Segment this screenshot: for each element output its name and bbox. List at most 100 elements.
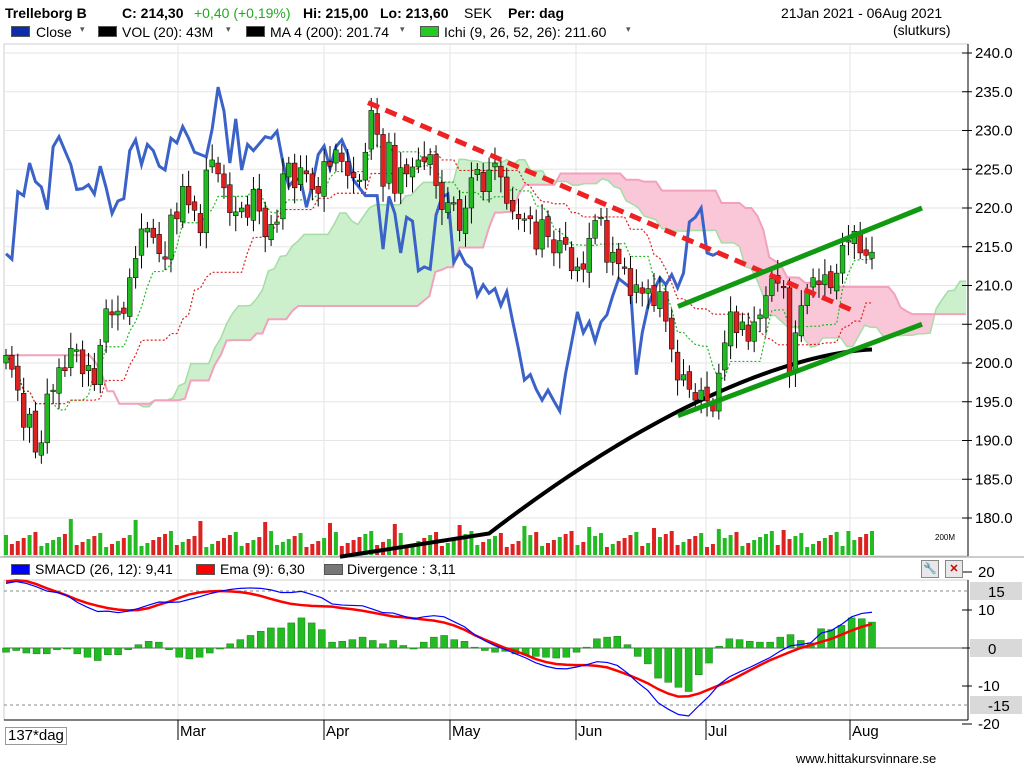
volume-bar xyxy=(540,546,545,555)
divergence-bar xyxy=(155,641,163,649)
volume-legend-label[interactable]: VOL (20): 43M xyxy=(122,24,214,40)
candle-body xyxy=(115,310,121,316)
candle-body xyxy=(362,151,369,181)
chevron-down-icon[interactable]: ▾ xyxy=(626,24,631,34)
volume-bar xyxy=(799,533,804,555)
divergence-legend-label[interactable]: Divergence : 3,11 xyxy=(347,561,456,577)
candle-body xyxy=(74,349,80,352)
wrench-icon[interactable]: 🔧 xyxy=(921,560,939,578)
senkou-b-line xyxy=(6,172,966,405)
divergence-bar xyxy=(165,647,173,650)
candle-body xyxy=(215,162,221,175)
candle-body xyxy=(686,371,693,390)
price-tick-label: 205.0 xyxy=(975,316,1013,333)
ichimoku-legend-label[interactable]: Ichi (9, 26, 52, 26): 211.60 xyxy=(444,24,607,40)
cloud-segment xyxy=(309,234,317,307)
volume-bar xyxy=(192,536,197,555)
volume-bar xyxy=(681,542,686,555)
candle-body xyxy=(627,268,634,296)
cloud-segment xyxy=(196,363,204,381)
candle-body xyxy=(604,220,610,263)
candle-body xyxy=(568,247,575,272)
volume-bar xyxy=(622,538,627,555)
cloud-segment xyxy=(691,190,698,231)
candle-body xyxy=(180,186,186,223)
volume-bar xyxy=(569,531,574,555)
cloud-segment xyxy=(315,234,323,307)
candle-body xyxy=(769,278,775,296)
divergence-bar xyxy=(868,621,876,649)
close-legend-label[interactable]: Close xyxy=(36,24,72,40)
candle-body xyxy=(834,272,840,292)
volume-bar xyxy=(345,543,350,555)
volume-bar xyxy=(168,531,173,555)
cloud-segment xyxy=(625,179,633,205)
price-tick-label: 215.0 xyxy=(975,239,1013,256)
volume-bar xyxy=(45,543,50,555)
candle-body xyxy=(816,280,822,285)
ticker-name: Trelleborg B xyxy=(5,5,87,21)
volume-bar xyxy=(392,524,397,555)
candle-body xyxy=(174,211,180,220)
volume-bar xyxy=(33,532,38,555)
volume-bar xyxy=(227,535,232,555)
divergence-bar xyxy=(256,631,265,649)
ma-legend-label[interactable]: MA 4 (200): 201.74 xyxy=(270,24,390,40)
candle-body xyxy=(26,413,33,428)
candle-body xyxy=(692,392,698,401)
price-tick-label: 210.0 xyxy=(975,278,1013,295)
divergence-bar xyxy=(307,622,316,649)
cloud-segment xyxy=(303,234,311,307)
candle-body xyxy=(610,251,616,263)
divergence-bar xyxy=(674,647,683,688)
divergence-bar xyxy=(603,636,611,649)
cloud-segment xyxy=(667,190,675,232)
candle-body xyxy=(839,244,846,274)
ema-legend-label[interactable]: Ema (9): 6,30 xyxy=(220,561,305,577)
candle-body xyxy=(32,410,39,453)
volume-bar xyxy=(9,544,14,555)
level-marker-box xyxy=(970,582,1022,600)
volume-bar xyxy=(852,540,857,555)
candle-body xyxy=(657,291,663,310)
price-tick-label: 195.0 xyxy=(975,394,1013,411)
grid-lines xyxy=(4,44,968,720)
candle-body xyxy=(727,311,734,347)
close-icon[interactable]: ✕ xyxy=(945,560,963,578)
chevron-down-icon[interactable]: ▾ xyxy=(80,24,85,34)
chevron-down-icon[interactable]: ▾ xyxy=(400,24,405,34)
volume-bar xyxy=(416,541,421,555)
candle-body xyxy=(309,173,315,190)
divergence-bar xyxy=(12,647,20,651)
candle-body xyxy=(409,166,416,178)
candle-body xyxy=(21,392,27,428)
price-type: (slutkurs) xyxy=(893,22,951,38)
volume-bar xyxy=(604,547,609,555)
volume-bar xyxy=(481,542,486,555)
channel-upper-trendline xyxy=(677,205,923,309)
volume-bar xyxy=(498,533,503,555)
volume-bar xyxy=(386,539,391,555)
cloud-segment xyxy=(822,282,830,339)
cloud-segment xyxy=(339,212,347,307)
candle-body xyxy=(733,311,740,334)
candle-body xyxy=(297,167,304,185)
volume-bar xyxy=(133,520,138,555)
divergence-bar xyxy=(338,641,346,649)
divergence-bar xyxy=(114,647,122,655)
candle-body xyxy=(462,207,469,234)
cloud-segment xyxy=(727,202,734,244)
cloud-segment xyxy=(351,220,359,307)
chevron-down-icon[interactable]: ▾ xyxy=(226,24,231,34)
candle-body xyxy=(38,442,44,456)
volume-bar xyxy=(840,546,845,555)
ichimoku-legend-swatch xyxy=(420,26,439,37)
candle-body xyxy=(563,237,569,245)
candle-body xyxy=(162,256,168,260)
volume-bar xyxy=(269,531,274,555)
volume-bar xyxy=(663,534,668,555)
candle-body xyxy=(274,221,280,225)
divergence-bar xyxy=(175,647,183,658)
smacd-legend-label[interactable]: SMACD (26, 12): 9,41 xyxy=(35,561,173,577)
volume-bar xyxy=(21,538,26,555)
